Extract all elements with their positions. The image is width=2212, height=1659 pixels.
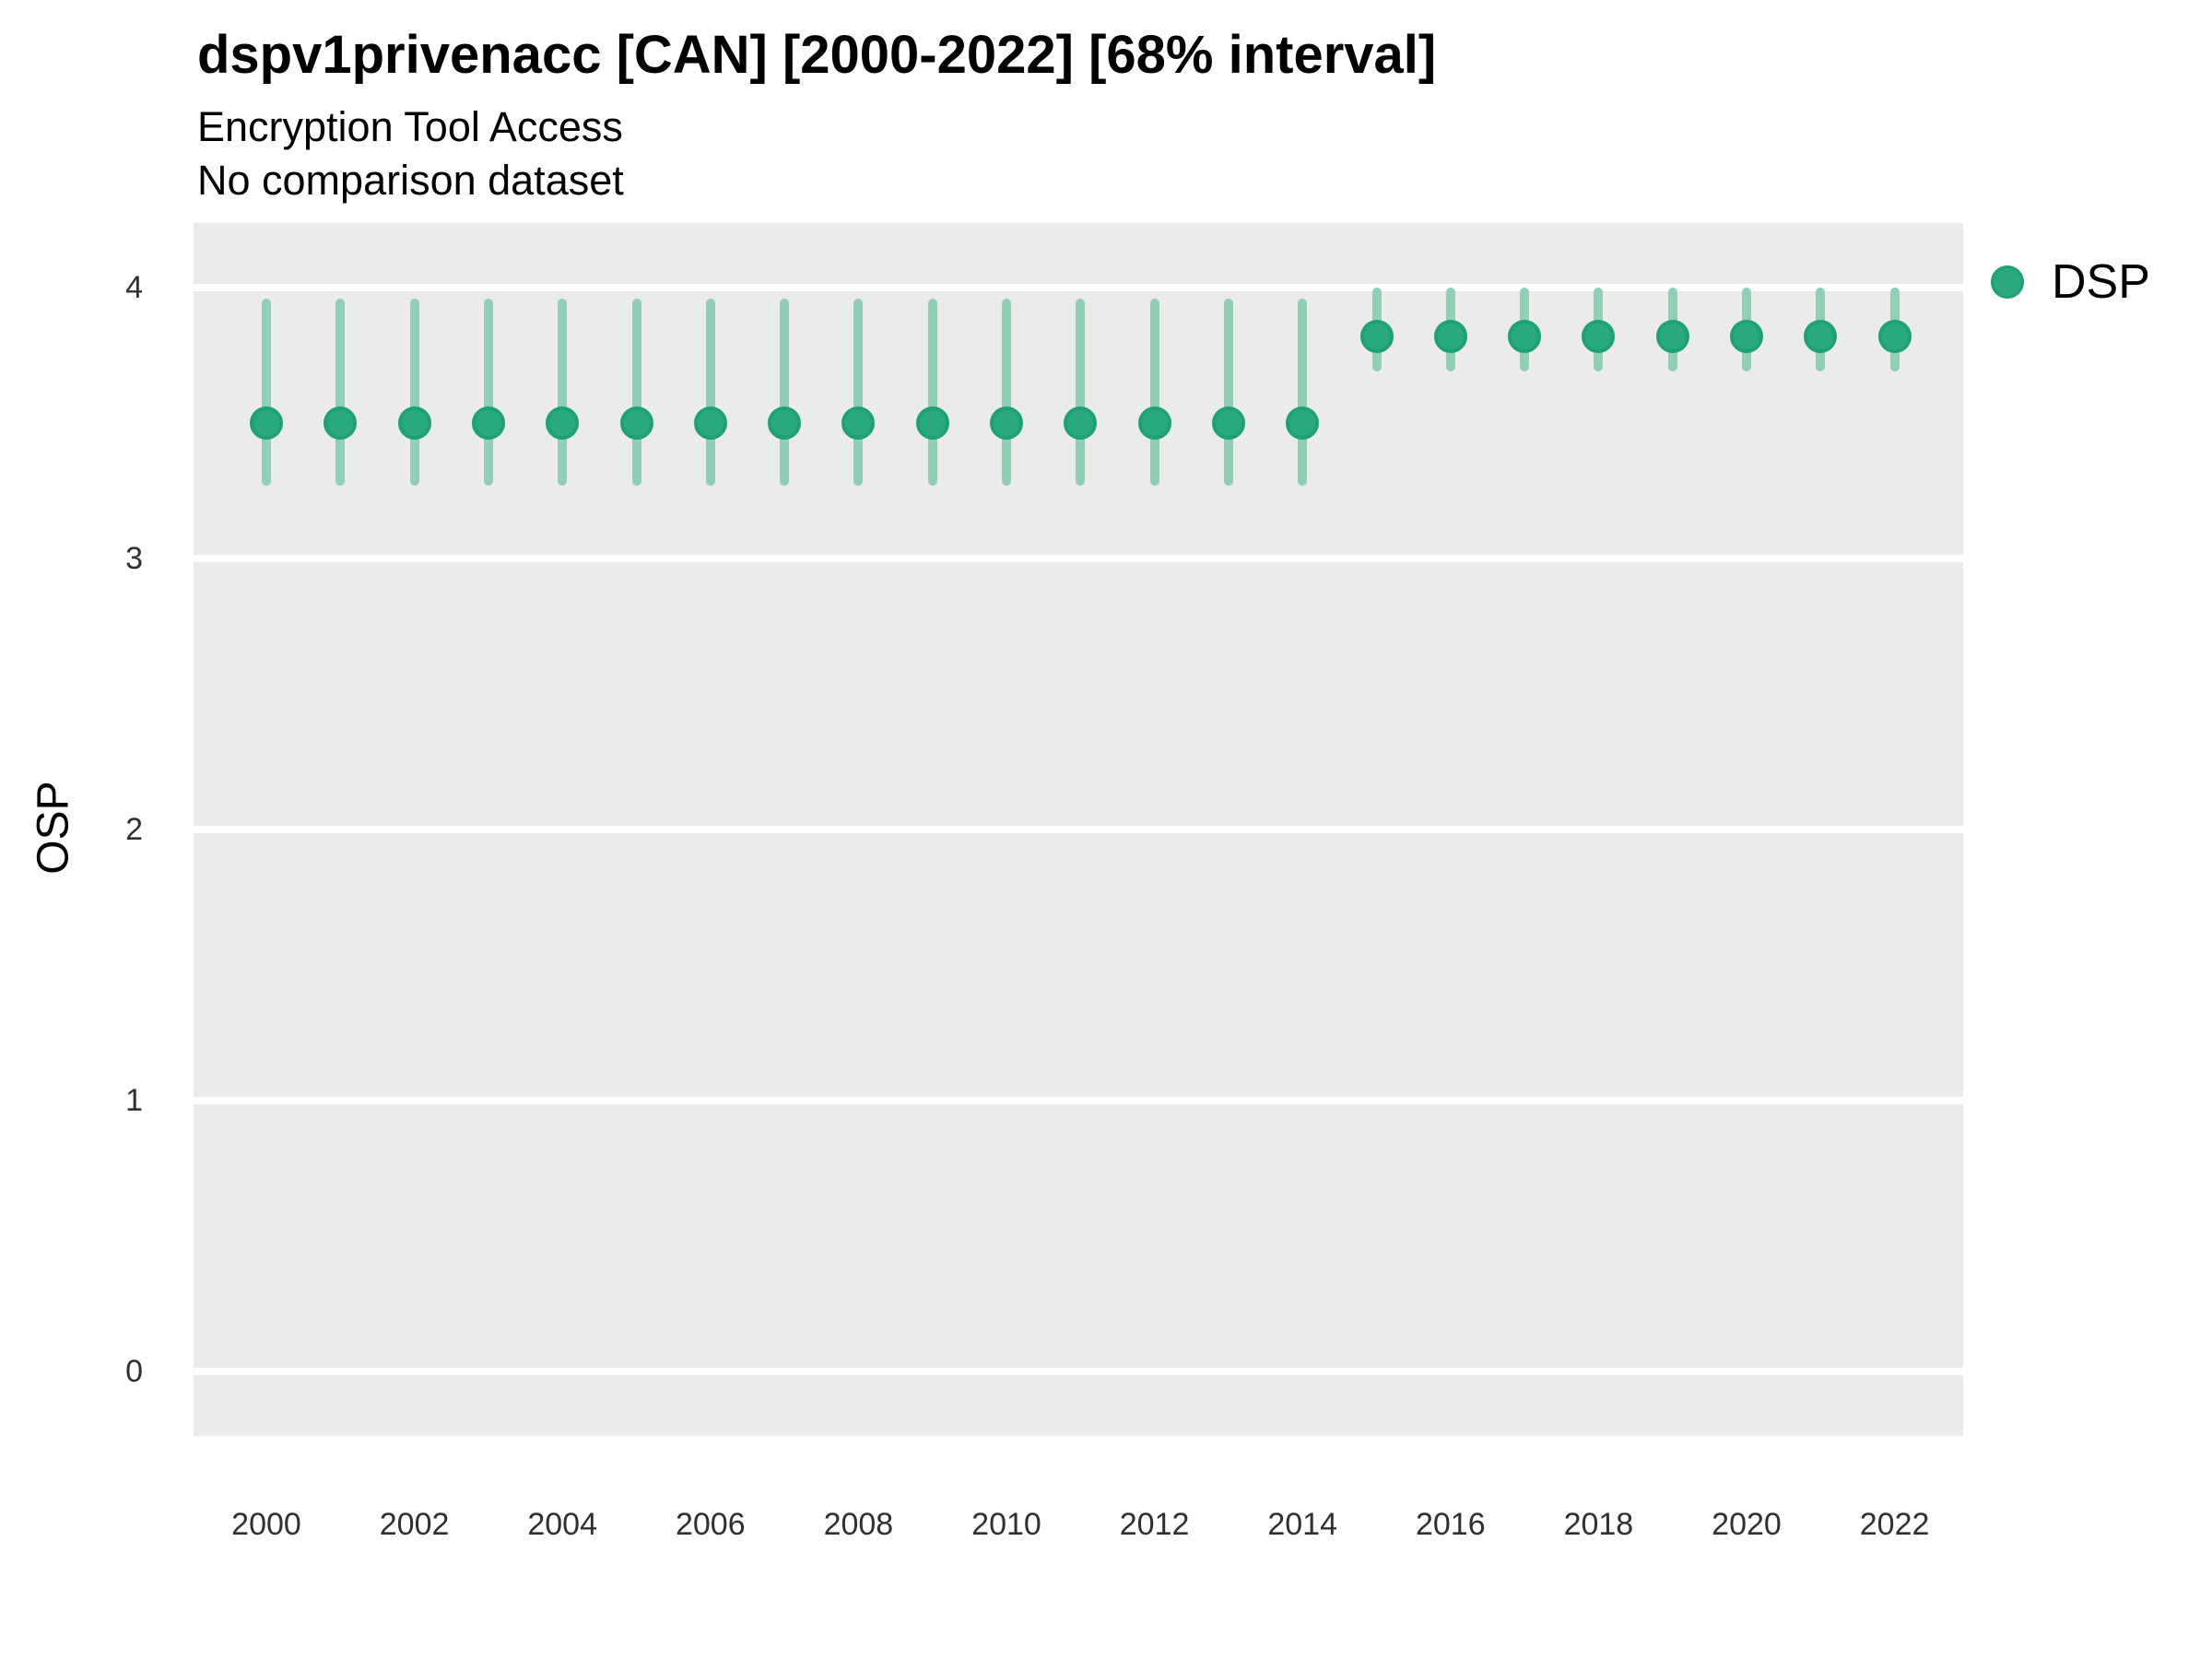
x-tick-label: 2002 [379,1507,450,1542]
data-point [1582,319,1616,353]
data-point [1211,406,1245,440]
gridline-y-2 [194,826,1963,833]
x-tick-label: 2004 [527,1507,597,1542]
data-point [1286,406,1320,440]
chart-title: dspv1privenacc [CAN] [2000-2022] [68% in… [197,25,1437,85]
data-point [1064,406,1098,440]
data-point [1877,319,1912,353]
y-tick-label: 3 [125,541,143,576]
y-tick-label: 2 [125,812,143,847]
data-point [768,406,802,440]
x-tick-label: 2016 [1415,1507,1486,1542]
y-tick-label: 4 [125,270,143,305]
interval-bar [1002,298,1011,486]
gridline-y-3 [194,555,1963,562]
data-point [324,406,358,440]
data-point [1137,406,1171,440]
comparison-note: No comparison dataset [197,157,624,204]
data-point [841,406,876,440]
y-tick-label: 1 [125,1083,143,1118]
data-point [619,406,653,440]
interval-bar [927,298,937,486]
x-tick-label: 2020 [1712,1507,1782,1542]
interval-bar [1223,298,1233,486]
x-tick-label: 2000 [231,1507,301,1542]
interval-bar [409,298,419,486]
data-point [915,406,949,440]
interval-bar [483,298,493,486]
data-point [1804,319,1838,353]
data-point [1508,319,1542,353]
legend-circle-icon [1991,265,2024,299]
gridline-y-0 [194,1368,1963,1375]
x-tick-label: 2012 [1119,1507,1190,1542]
data-point [471,406,505,440]
interval-bar [1298,298,1308,486]
data-point [1433,319,1467,353]
x-tick-label: 2022 [1859,1507,1930,1542]
y-tick-label: 0 [125,1354,143,1389]
chart-subtitle: Encryption Tool Access [197,103,623,150]
plot-area [194,223,1963,1436]
x-tick-label: 2014 [1267,1507,1337,1542]
interval-bar [335,298,346,486]
x-tick-label: 2008 [823,1507,894,1542]
data-point [546,406,580,440]
data-point [693,406,727,440]
gridline-y-4 [194,284,1963,291]
legend-label: DSP [2052,255,2150,309]
x-tick-label: 2010 [971,1507,1041,1542]
gridline-y-1 [194,1097,1963,1104]
interval-bar [780,298,790,486]
x-tick-label: 2006 [675,1507,746,1542]
data-point [250,406,283,440]
interval-bar [631,298,641,486]
interval-bar [262,298,271,486]
data-point [1655,319,1689,353]
interval-bar [558,298,568,486]
data-point [1730,319,1763,353]
interval-bar [1076,298,1086,486]
data-point [397,406,431,440]
x-tick-label: 2018 [1563,1507,1634,1542]
interval-bar [1149,298,1159,486]
interval-bar [705,298,715,486]
data-point [1359,319,1394,353]
legend: DSP [1991,254,2150,310]
interval-bar [853,298,864,486]
data-point [990,406,1023,440]
